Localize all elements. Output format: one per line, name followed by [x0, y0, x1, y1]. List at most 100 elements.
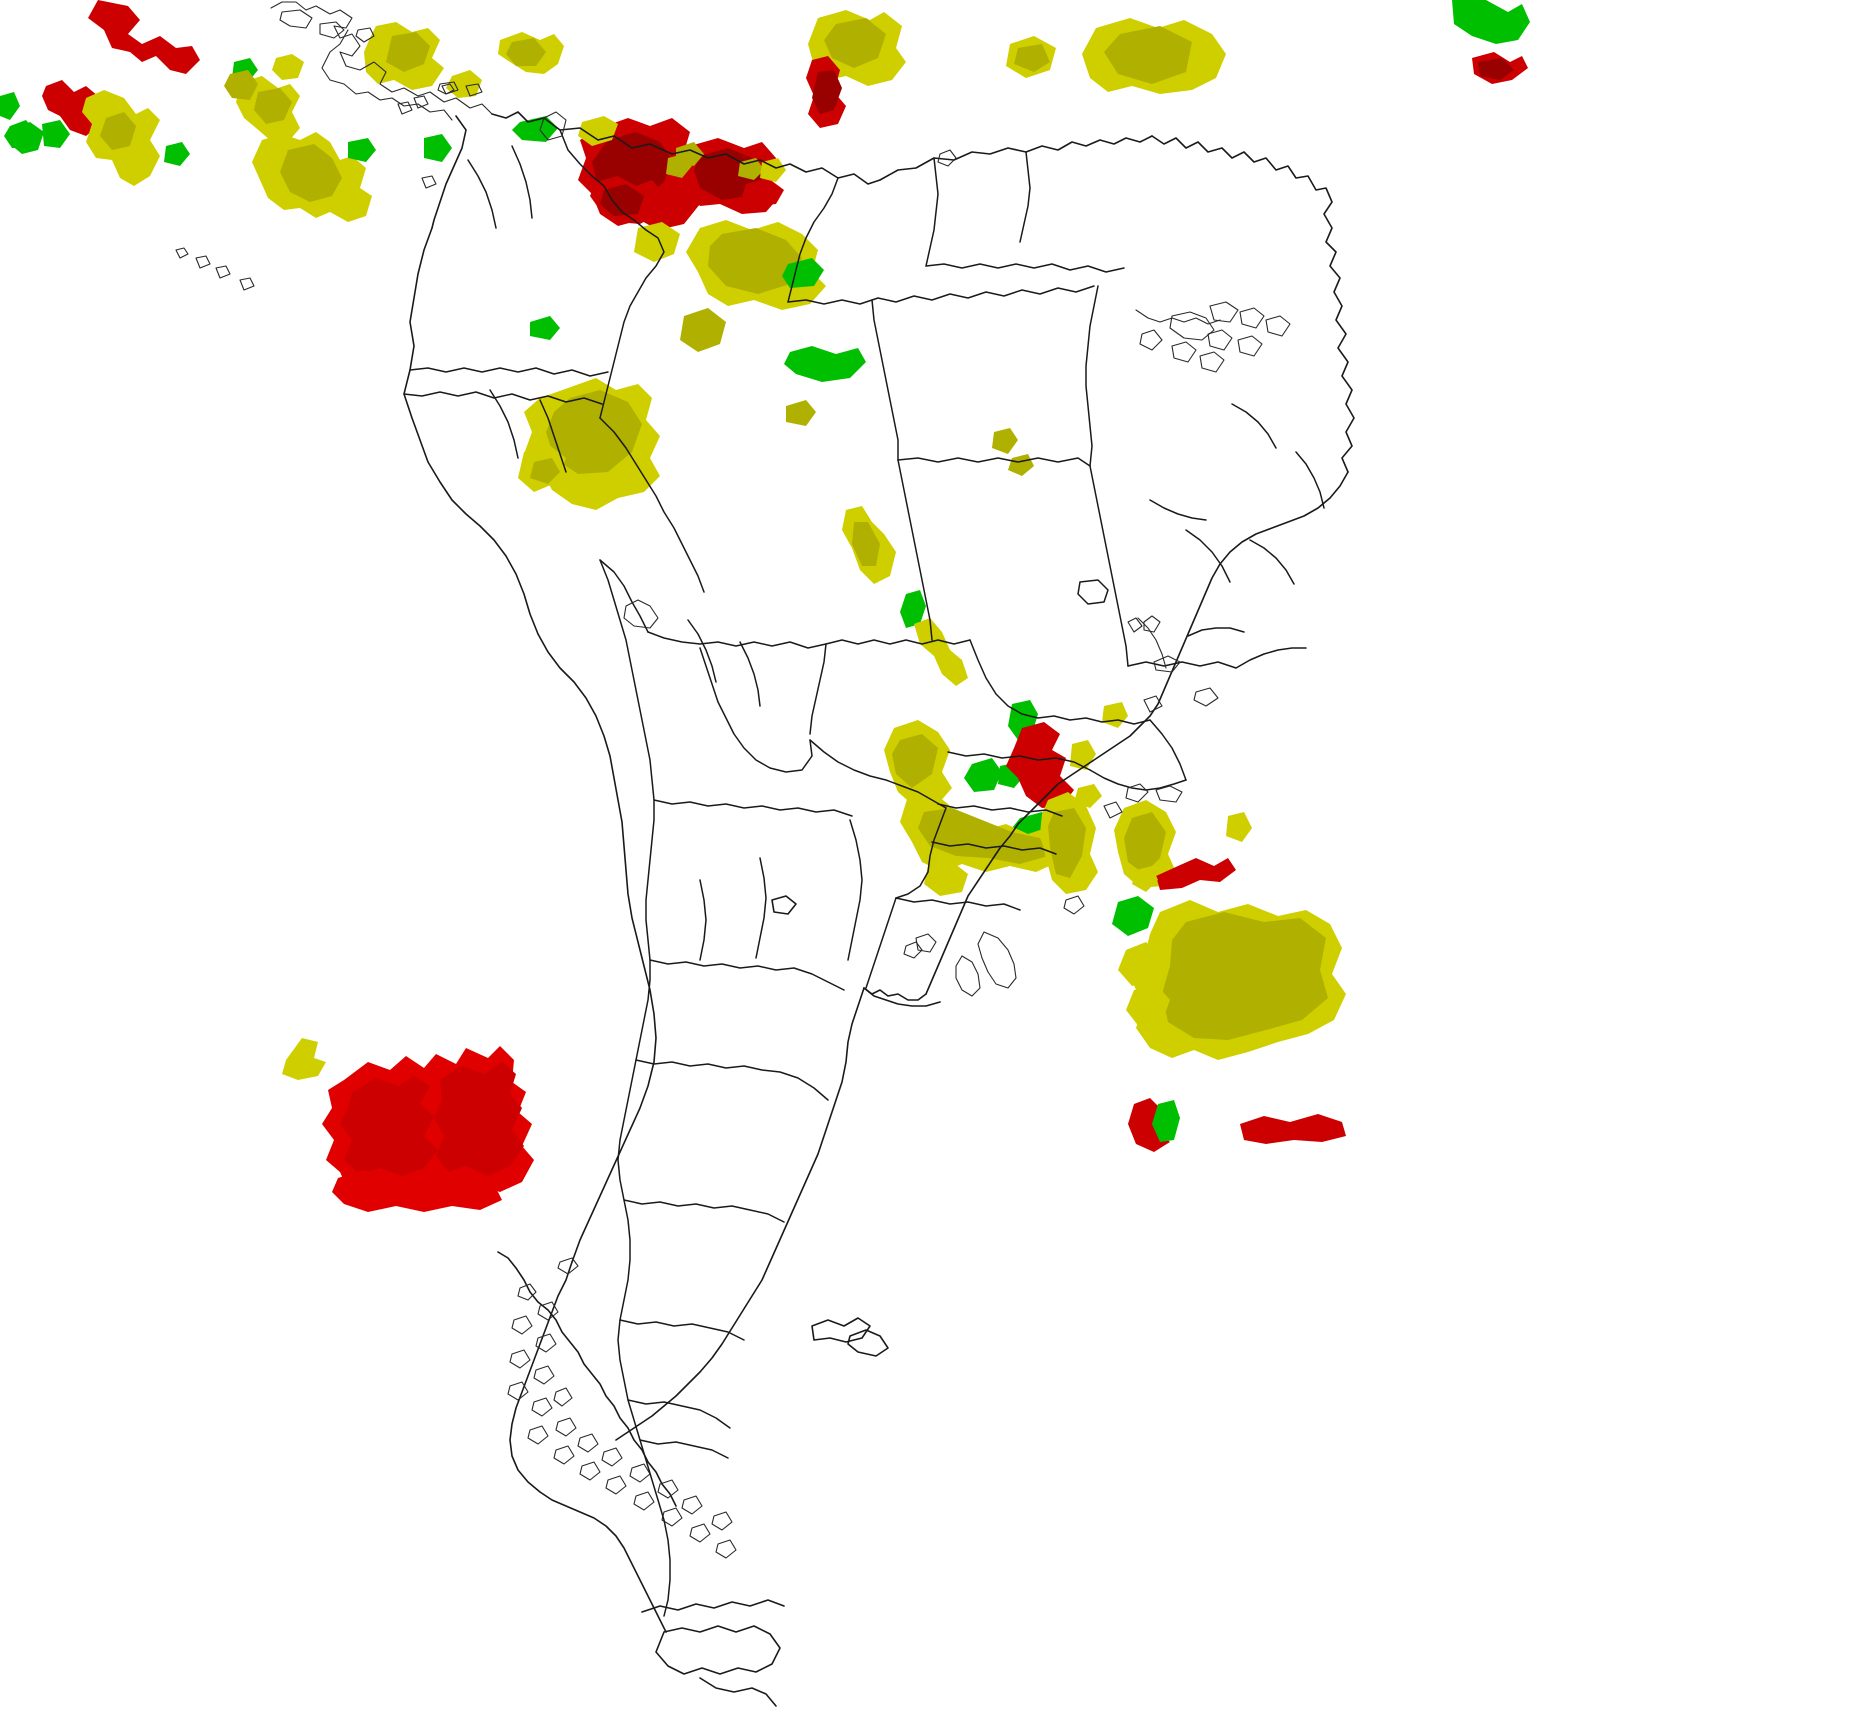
- patagonia-fjords: [497, 1251, 677, 1507]
- blob-olive: [1124, 812, 1166, 874]
- caribbean-island-9: [195, 255, 211, 269]
- argentina-lake-2: [557, 1257, 579, 1275]
- lake-titicaca: [623, 599, 659, 629]
- caribbean-island-13: [441, 83, 455, 95]
- blob-olive: [546, 390, 642, 474]
- blob-darkred: [812, 70, 842, 114]
- blob-red: [1240, 1114, 1346, 1144]
- brazil-ne-interior-6: [1231, 403, 1277, 449]
- border-colombia-ecuador: [409, 367, 609, 377]
- blob-red: [332, 1170, 502, 1212]
- border-brazil-guyanas: [925, 263, 1125, 273]
- amazon-delta-detail-8: [1139, 329, 1163, 351]
- blob-olive: [224, 70, 258, 100]
- border-minas-rj: [1149, 719, 1187, 781]
- border-sc-rs: [931, 841, 1057, 855]
- blob-red: [340, 1076, 438, 1176]
- blob-olive: [676, 142, 704, 166]
- border-rs-uruguay: [895, 897, 1021, 911]
- guyana-suriname-coast: [879, 135, 1153, 181]
- argentina-interior-6: [627, 1399, 731, 1429]
- border-bolivia-argentina: [699, 647, 813, 773]
- blob-green: [424, 134, 452, 162]
- lake-maracaibo: [539, 111, 567, 141]
- ne-island-2: [1153, 655, 1181, 673]
- blob-olive: [918, 808, 1048, 864]
- blob-green: [42, 120, 70, 148]
- border-argentina-uruguay: [865, 897, 897, 989]
- border-mato-grosso-sul: [897, 459, 933, 641]
- blob-olive: [506, 38, 546, 66]
- brazil-ne-interior-3: [1149, 499, 1207, 521]
- blob-green: [1452, 0, 1530, 44]
- blob-green: [1152, 1100, 1180, 1142]
- amazon-delta-detail-7: [1199, 351, 1225, 373]
- blob-green: [4, 120, 36, 148]
- blob-yellow: [272, 54, 304, 80]
- blob-green: [164, 142, 190, 166]
- lake-detail-amazonia: [937, 149, 957, 167]
- blob-green: [512, 116, 558, 142]
- brazil-ne-coast: [1017, 471, 1349, 825]
- border-suriname-guyane: [1019, 151, 1031, 243]
- border-guyana-suriname: [925, 157, 939, 267]
- border-colombia-venezuela: [559, 129, 665, 419]
- blob-group-paraguay: [884, 720, 1098, 896]
- patagonian-archipelago: [507, 1283, 737, 1559]
- border-venezuela-guyana: [787, 177, 839, 303]
- border-para-maranhao: [1085, 285, 1099, 467]
- caribbean-island-8: [175, 247, 189, 259]
- border-mato-grosso-w: [825, 639, 971, 645]
- brazil-ne-interior-2: [1235, 647, 1307, 669]
- blob-olive: [530, 458, 560, 484]
- blob-olive: [1162, 912, 1328, 1040]
- amazon-delta-detail-2: [1239, 307, 1265, 329]
- amazon-delta-detail-3: [1265, 315, 1291, 337]
- blob-yellow: [1074, 784, 1102, 808]
- blob-green: [964, 758, 1002, 792]
- uruguay-detail: [903, 941, 923, 959]
- geography-layer: [175, 1, 1355, 1707]
- border-brazil-venezuela: [787, 285, 1095, 305]
- blob-yellow: [924, 860, 968, 896]
- blob-olive: [786, 400, 816, 426]
- argentina-interior-2: [649, 959, 845, 991]
- bolivia-interior-1: [687, 619, 717, 683]
- blob-group-orinoco: [530, 220, 866, 426]
- brazil-ne-interior-5: [1295, 451, 1325, 509]
- blob-green: [784, 346, 866, 382]
- blob-olive: [254, 88, 292, 124]
- peru-interior-2: [539, 399, 567, 473]
- blob-olive: [708, 228, 802, 294]
- brazil-ne-interior-1: [1185, 529, 1231, 583]
- border-sp-rj-coast: [1089, 769, 1187, 791]
- border-mato-grosso-n: [897, 457, 1091, 467]
- tierra-del-fuego: [655, 1625, 781, 1675]
- border-bolivia-brazil: [647, 631, 827, 649]
- blob-olive: [100, 112, 136, 150]
- amazon-delta-detail-4: [1207, 329, 1233, 351]
- caribbean-island-1: [279, 9, 313, 29]
- argentina-interior-3: [635, 1059, 829, 1101]
- ne-island-3: [1193, 687, 1219, 707]
- blob-green: [1112, 896, 1154, 936]
- rio-bay: [1125, 783, 1149, 803]
- data-overlay-layer: [0, 0, 1530, 1212]
- border-peru-bolivia: [599, 559, 649, 633]
- lagoa-dos-patos: [977, 931, 1017, 989]
- sf-river: [1137, 617, 1167, 669]
- ilha-grande: [1103, 801, 1123, 819]
- blob-olive: [1014, 44, 1050, 72]
- blob-olive: [824, 18, 886, 68]
- border-goias-bahia: [1089, 465, 1129, 667]
- argentina-interior-10: [847, 819, 863, 961]
- colombia-interior-1: [467, 159, 497, 229]
- brazil-ne-interior-4: [1249, 539, 1295, 585]
- argentina-interior-7: [639, 1439, 729, 1459]
- caribbean-island-12: [421, 175, 437, 189]
- border-peru-brazil: [599, 417, 705, 593]
- chile-pacific-coast: [509, 1261, 667, 1633]
- blob-olive: [892, 734, 938, 788]
